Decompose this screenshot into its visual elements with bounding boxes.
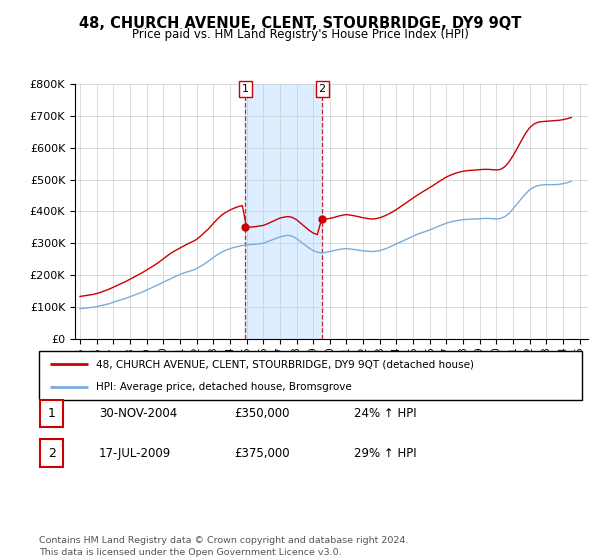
- Text: Contains HM Land Registry data © Crown copyright and database right 2024.
This d: Contains HM Land Registry data © Crown c…: [39, 536, 409, 557]
- Text: 30-NOV-2004: 30-NOV-2004: [99, 407, 177, 421]
- Text: 17-JUL-2009: 17-JUL-2009: [99, 446, 171, 460]
- Text: 24% ↑ HPI: 24% ↑ HPI: [354, 407, 416, 421]
- Text: £375,000: £375,000: [234, 446, 290, 460]
- Text: Price paid vs. HM Land Registry's House Price Index (HPI): Price paid vs. HM Land Registry's House …: [131, 28, 469, 41]
- Text: £350,000: £350,000: [234, 407, 290, 421]
- Bar: [40, 440, 63, 466]
- Text: 48, CHURCH AVENUE, CLENT, STOURBRIDGE, DY9 9QT: 48, CHURCH AVENUE, CLENT, STOURBRIDGE, D…: [79, 16, 521, 31]
- Text: 1: 1: [47, 407, 56, 421]
- Text: 1: 1: [242, 84, 249, 94]
- Text: 2: 2: [319, 84, 326, 94]
- Text: 29% ↑ HPI: 29% ↑ HPI: [354, 446, 416, 460]
- Text: 48, CHURCH AVENUE, CLENT, STOURBRIDGE, DY9 9QT (detached house): 48, CHURCH AVENUE, CLENT, STOURBRIDGE, D…: [96, 360, 474, 370]
- Bar: [40, 400, 63, 427]
- Text: 2: 2: [47, 446, 56, 460]
- Text: HPI: Average price, detached house, Bromsgrove: HPI: Average price, detached house, Brom…: [96, 382, 352, 392]
- Bar: [245, 84, 322, 339]
